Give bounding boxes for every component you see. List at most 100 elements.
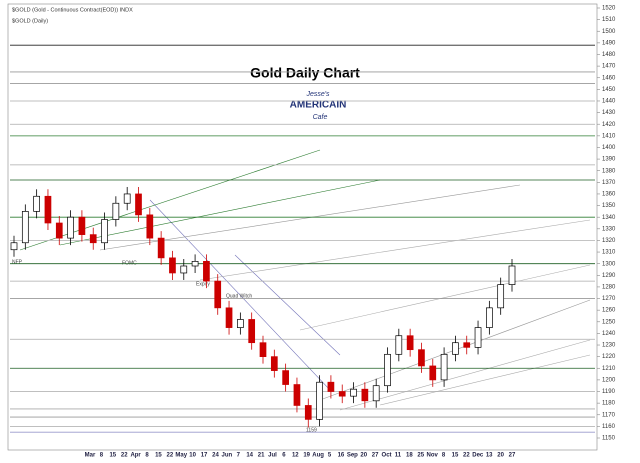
- x-tick-label: 24: [212, 453, 219, 459]
- x-tick-label: 16: [338, 453, 345, 459]
- x-tick-label: Jun: [222, 453, 233, 459]
- candle-body: [259, 342, 267, 357]
- y-tick-label: 1160: [602, 424, 616, 430]
- x-tick-label: Nov: [426, 453, 438, 459]
- x-tick-label: 27: [372, 453, 379, 459]
- x-tick-label: Sep: [347, 453, 358, 459]
- y-tick-label: 1330: [602, 226, 616, 232]
- y-tick-label: 1380: [602, 168, 616, 174]
- y-tick-label: 1320: [602, 238, 616, 244]
- x-tick-label: 8: [442, 453, 446, 459]
- candle-body: [135, 193, 142, 216]
- x-tick-label: 25: [417, 453, 424, 459]
- header-line: $GOLD (Gold - Continuous Contract(EOD)) …: [12, 7, 133, 13]
- x-tick-label: 7: [237, 453, 241, 459]
- x-tick-label: 17: [201, 453, 208, 459]
- x-tick-label: Jul: [268, 453, 277, 459]
- plot-frame: [7, 3, 598, 451]
- y-tick-label: 1260: [602, 308, 616, 314]
- candle-body: [169, 257, 176, 274]
- x-tick-label: 5: [328, 453, 332, 459]
- y-tick-label: 1280: [602, 284, 616, 290]
- candle-body: [248, 319, 256, 344]
- x-tick-label: Apr: [130, 453, 141, 459]
- candle-body: [237, 319, 244, 328]
- candle-body: [304, 405, 312, 420]
- candle-body: [361, 388, 369, 402]
- candle-body: [418, 349, 425, 367]
- trend-line: [59, 179, 381, 246]
- candle-body: [78, 216, 86, 235]
- x-tick-label: 21: [258, 453, 265, 459]
- y-tick-label: 1170: [602, 412, 616, 418]
- y-tick-label: 1480: [602, 52, 616, 58]
- x-tick-label: Aug: [312, 453, 324, 459]
- x-tick-label: 11: [395, 453, 402, 459]
- candle-body: [327, 381, 335, 392]
- y-tick-label: 1520: [602, 6, 616, 12]
- candle-body: [474, 327, 482, 348]
- x-tick-label: May: [175, 453, 187, 459]
- candle-body: [112, 202, 120, 220]
- y-tick-label: 1210: [602, 366, 616, 372]
- header-line: $GOLD (Daily): [12, 18, 48, 24]
- logo-text: Jesse's: [305, 91, 330, 98]
- candle-body: [180, 265, 188, 274]
- x-tick-label: 14: [246, 453, 253, 459]
- y-tick-label: 1240: [602, 331, 616, 337]
- x-tick-label: 10: [189, 453, 196, 459]
- candle-body: [146, 214, 154, 239]
- y-tick-label: 1350: [602, 203, 616, 209]
- x-tick-label: 27: [509, 453, 516, 459]
- candle-body: [214, 280, 222, 309]
- y-tick-label: 1440: [602, 99, 616, 105]
- x-tick-label: 6: [282, 453, 286, 459]
- candle-body: [384, 353, 391, 387]
- x-tick-label: 20: [497, 453, 504, 459]
- x-tick-label: 22: [463, 453, 470, 459]
- candle-body: [372, 385, 380, 402]
- candle-body: [10, 242, 18, 251]
- y-tick-label: 1150: [602, 436, 616, 442]
- x-tick-label: 15: [155, 453, 162, 459]
- x-tick-label: 18: [406, 453, 413, 459]
- x-tick-label: 19: [303, 453, 310, 459]
- y-tick-label: 1470: [602, 64, 616, 70]
- candle-body: [225, 307, 233, 328]
- y-tick-label: 1430: [602, 110, 616, 116]
- candle-body: [486, 307, 493, 328]
- candle-body: [293, 384, 301, 406]
- candle-body: [316, 381, 323, 420]
- y-tick-label: 1180: [602, 401, 616, 407]
- candle-body: [350, 388, 357, 397]
- candle-body: [270, 356, 278, 371]
- candle-body: [282, 370, 289, 385]
- x-tick-label: 8: [145, 453, 149, 459]
- trend-line: [299, 264, 591, 331]
- y-tick-label: 1400: [602, 145, 616, 151]
- candle-body: [395, 335, 403, 355]
- logo-text: Cafe: [313, 114, 328, 121]
- candle-body: [55, 222, 63, 239]
- chart-title: Gold Daily Chart: [250, 65, 360, 81]
- channel-line: [149, 199, 331, 391]
- candle-body: [452, 342, 459, 355]
- candle-body: [67, 216, 74, 239]
- x-tick-label: Oct: [382, 453, 392, 459]
- y-tick-label: 1190: [602, 389, 616, 395]
- y-tick-label: 1410: [602, 133, 616, 139]
- y-tick-label: 1490: [602, 40, 616, 46]
- y-tick-label: 1500: [602, 29, 616, 35]
- annotation: Expiry: [196, 281, 210, 287]
- candle-body: [406, 335, 414, 351]
- candle-body: [497, 284, 505, 309]
- candle-body: [123, 193, 131, 204]
- y-tick-label: 1270: [602, 296, 616, 302]
- candle-body: [429, 365, 437, 381]
- candle-body: [101, 219, 108, 244]
- y-tick-label: 1510: [602, 17, 616, 23]
- candle-body: [191, 261, 199, 267]
- candle-body: [440, 353, 448, 381]
- candle-body: [44, 195, 52, 224]
